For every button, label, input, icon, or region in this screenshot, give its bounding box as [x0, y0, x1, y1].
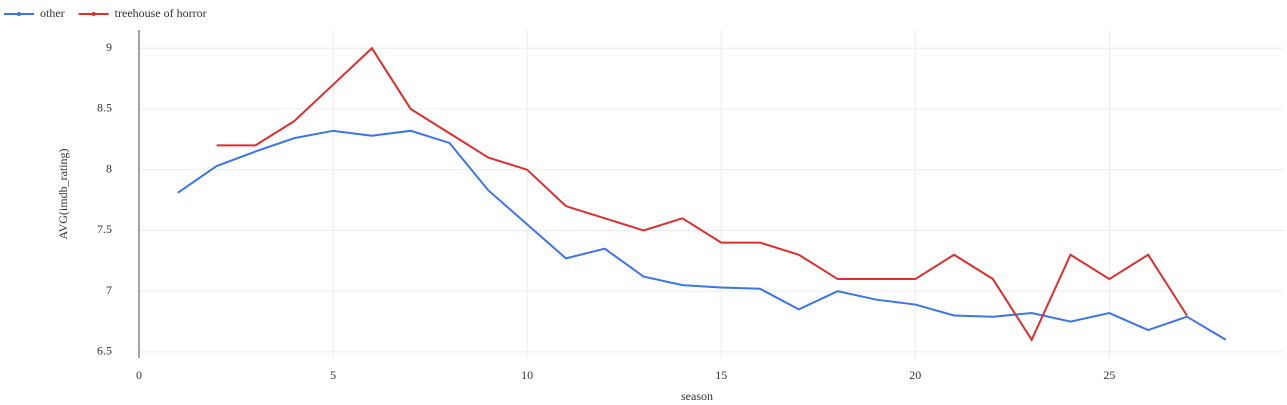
x-tick-label: 20 — [909, 368, 921, 382]
series-line — [216, 46, 1188, 342]
y-tick-label: 9 — [106, 40, 112, 54]
y-tick-label: 8.5 — [97, 101, 112, 115]
legend-marker — [91, 12, 96, 16]
y-tick-label: 6.5 — [97, 344, 112, 358]
legend-label: other — [40, 6, 65, 20]
x-tick-label: 15 — [715, 368, 727, 382]
x-tick-label: 5 — [330, 368, 336, 382]
y-axis-label: AVG(imdb_rating) — [56, 148, 70, 239]
x-tick-label: 0 — [136, 368, 142, 382]
y-tick-label: 8 — [106, 161, 112, 175]
x-axis-label: season — [681, 389, 713, 403]
legend-label: treehouse of horror — [115, 6, 207, 20]
y-tick-label: 7.5 — [97, 222, 112, 236]
series-line — [177, 129, 1227, 341]
x-tick-label: 10 — [521, 368, 533, 382]
x-tick-label: 25 — [1103, 368, 1115, 382]
legend-marker — [17, 12, 21, 16]
y-tick-label: 7 — [106, 283, 112, 297]
